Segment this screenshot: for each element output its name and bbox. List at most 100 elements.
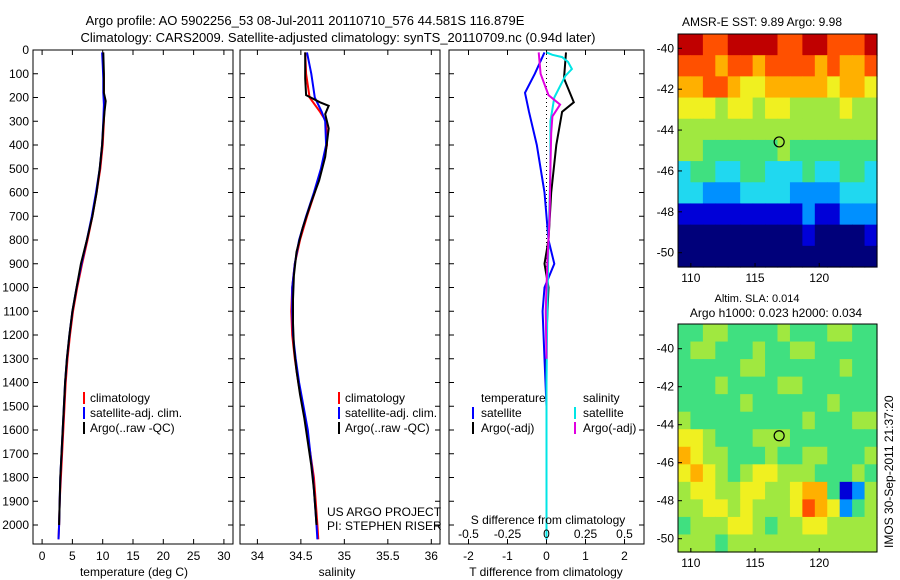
heatmap-cell: [839, 534, 853, 553]
heatmap-cell: [802, 446, 816, 465]
heatmap-cell: [802, 324, 816, 343]
heatmap-cell: [702, 481, 716, 500]
heatmap-cell: [827, 76, 841, 99]
x-tick-label: 2: [621, 549, 628, 563]
heatmap-cell: [864, 534, 878, 553]
y-tick-label: 1800: [2, 471, 29, 485]
heatmap-cell: [852, 182, 866, 205]
heatmap-cell: [839, 429, 853, 448]
heatmap-cell: [752, 481, 766, 500]
heatmap-cell: [864, 516, 878, 536]
x-tick-label: -1: [502, 549, 513, 563]
map-y-tick-label: -40: [657, 342, 675, 356]
heatmap-cell: [802, 97, 816, 120]
heatmap-cell: [765, 34, 779, 56]
heatmap-cell: [827, 341, 841, 360]
y-tick-label: 1700: [2, 447, 29, 461]
y-tick-label: 1200: [2, 328, 29, 342]
heatmap-cell: [678, 376, 692, 395]
salinity-diff-tick-label: 0.25: [574, 527, 598, 541]
heatmap-cell: [839, 464, 853, 483]
heatmap-cell: [690, 118, 704, 141]
heatmap-cell: [740, 203, 754, 226]
heatmap-cell: [715, 139, 729, 162]
heatmap-cell: [777, 55, 791, 77]
heatmap-cell: [814, 118, 828, 141]
heatmap-cell: [802, 516, 816, 536]
heatmap-cell: [752, 376, 766, 395]
legend-argo-label: Argo(..raw -QC): [90, 421, 175, 435]
heatmap-cell: [864, 481, 878, 500]
heatmap-cell: [715, 534, 729, 553]
heatmap-cell: [789, 499, 803, 518]
legend-satellite-label: satellite-adj. clim.: [345, 406, 437, 420]
heatmap-cell: [814, 55, 828, 77]
heatmap-cell: [690, 429, 704, 448]
y-tick-label: 800: [9, 233, 29, 247]
profile-line-salinity-satellite: [545, 51, 574, 540]
legend-salinity-header: salinity: [583, 391, 620, 405]
heatmap-cell: [765, 118, 779, 141]
heatmap-cell: [827, 534, 841, 553]
x-tick-label: 15: [126, 549, 140, 563]
heatmap-cell: [827, 481, 841, 500]
heatmap-cell: [690, 376, 704, 395]
heatmap-cell: [702, 446, 716, 465]
map-y-tick-label: -40: [657, 41, 675, 55]
heatmap-cell: [727, 76, 741, 99]
map-y-tick-label: -44: [657, 123, 675, 137]
heatmap-cell: [789, 245, 803, 268]
heatmap-cell: [802, 411, 816, 430]
map-x-tick-label: 110: [681, 556, 700, 570]
heatmap-cell: [827, 359, 841, 378]
heatmap-cell: [690, 55, 704, 77]
heatmap-cell: [864, 429, 878, 448]
x-tick-label: 5: [69, 549, 76, 563]
difference-legend: temperature salinity satellite Argo(-adj…: [472, 391, 636, 435]
heatmap-cell: [777, 97, 791, 120]
heatmap-cell: [852, 464, 866, 483]
heatmap-cell: [740, 341, 754, 360]
heatmap-cell: [852, 245, 866, 268]
heatmap-cell: [789, 446, 803, 465]
heatmap-cell: [802, 341, 816, 360]
heatmap-cell: [752, 161, 766, 183]
map-y-tick-label: -48: [657, 494, 675, 508]
y-tick-label: 300: [9, 114, 29, 128]
heatmap-cell: [802, 182, 816, 205]
heatmap-cell: [752, 245, 766, 268]
x-tick-label: 10: [96, 549, 110, 563]
argo-location-marker: [773, 430, 785, 442]
heatmap-cell: [740, 224, 754, 247]
heatmap-cell: [864, 76, 878, 99]
heatmap-cell: [715, 324, 729, 343]
heatmap-cell: [702, 245, 716, 268]
heatmap-cell: [852, 429, 866, 448]
heatmap-cell: [852, 446, 866, 465]
heatmap-cell: [864, 446, 878, 465]
heatmap-cell: [802, 534, 816, 553]
heatmap-cell: [678, 182, 692, 205]
heatmap-cell: [777, 359, 791, 378]
heatmap-cell: [765, 394, 779, 413]
legend-argo-label: Argo(..raw -QC): [345, 421, 430, 435]
heatmap-cell: [678, 481, 692, 500]
heatmap-cell: [740, 182, 754, 205]
heatmap-cell: [814, 161, 828, 183]
heatmap-cell: [814, 376, 828, 395]
heatmap-cell: [715, 446, 729, 465]
heatmap-cell: [789, 324, 803, 343]
heatmap-cell: [678, 359, 692, 378]
y-tick-label: 2000: [2, 518, 29, 532]
heatmap-cell: [715, 118, 729, 141]
heatmap-cell: [678, 324, 692, 343]
heatmap-cell: [839, 499, 853, 518]
heatmap-cell: [852, 516, 866, 536]
salinity-diff-tick-label: 0.5: [616, 527, 633, 541]
heatmap-cell: [765, 139, 779, 162]
y-tick-label: 500: [9, 162, 29, 176]
heatmap-cell: [839, 118, 853, 141]
heatmap-cell: [702, 55, 716, 77]
heatmap-cell: [777, 324, 791, 343]
heatmap-cell: [740, 359, 754, 378]
